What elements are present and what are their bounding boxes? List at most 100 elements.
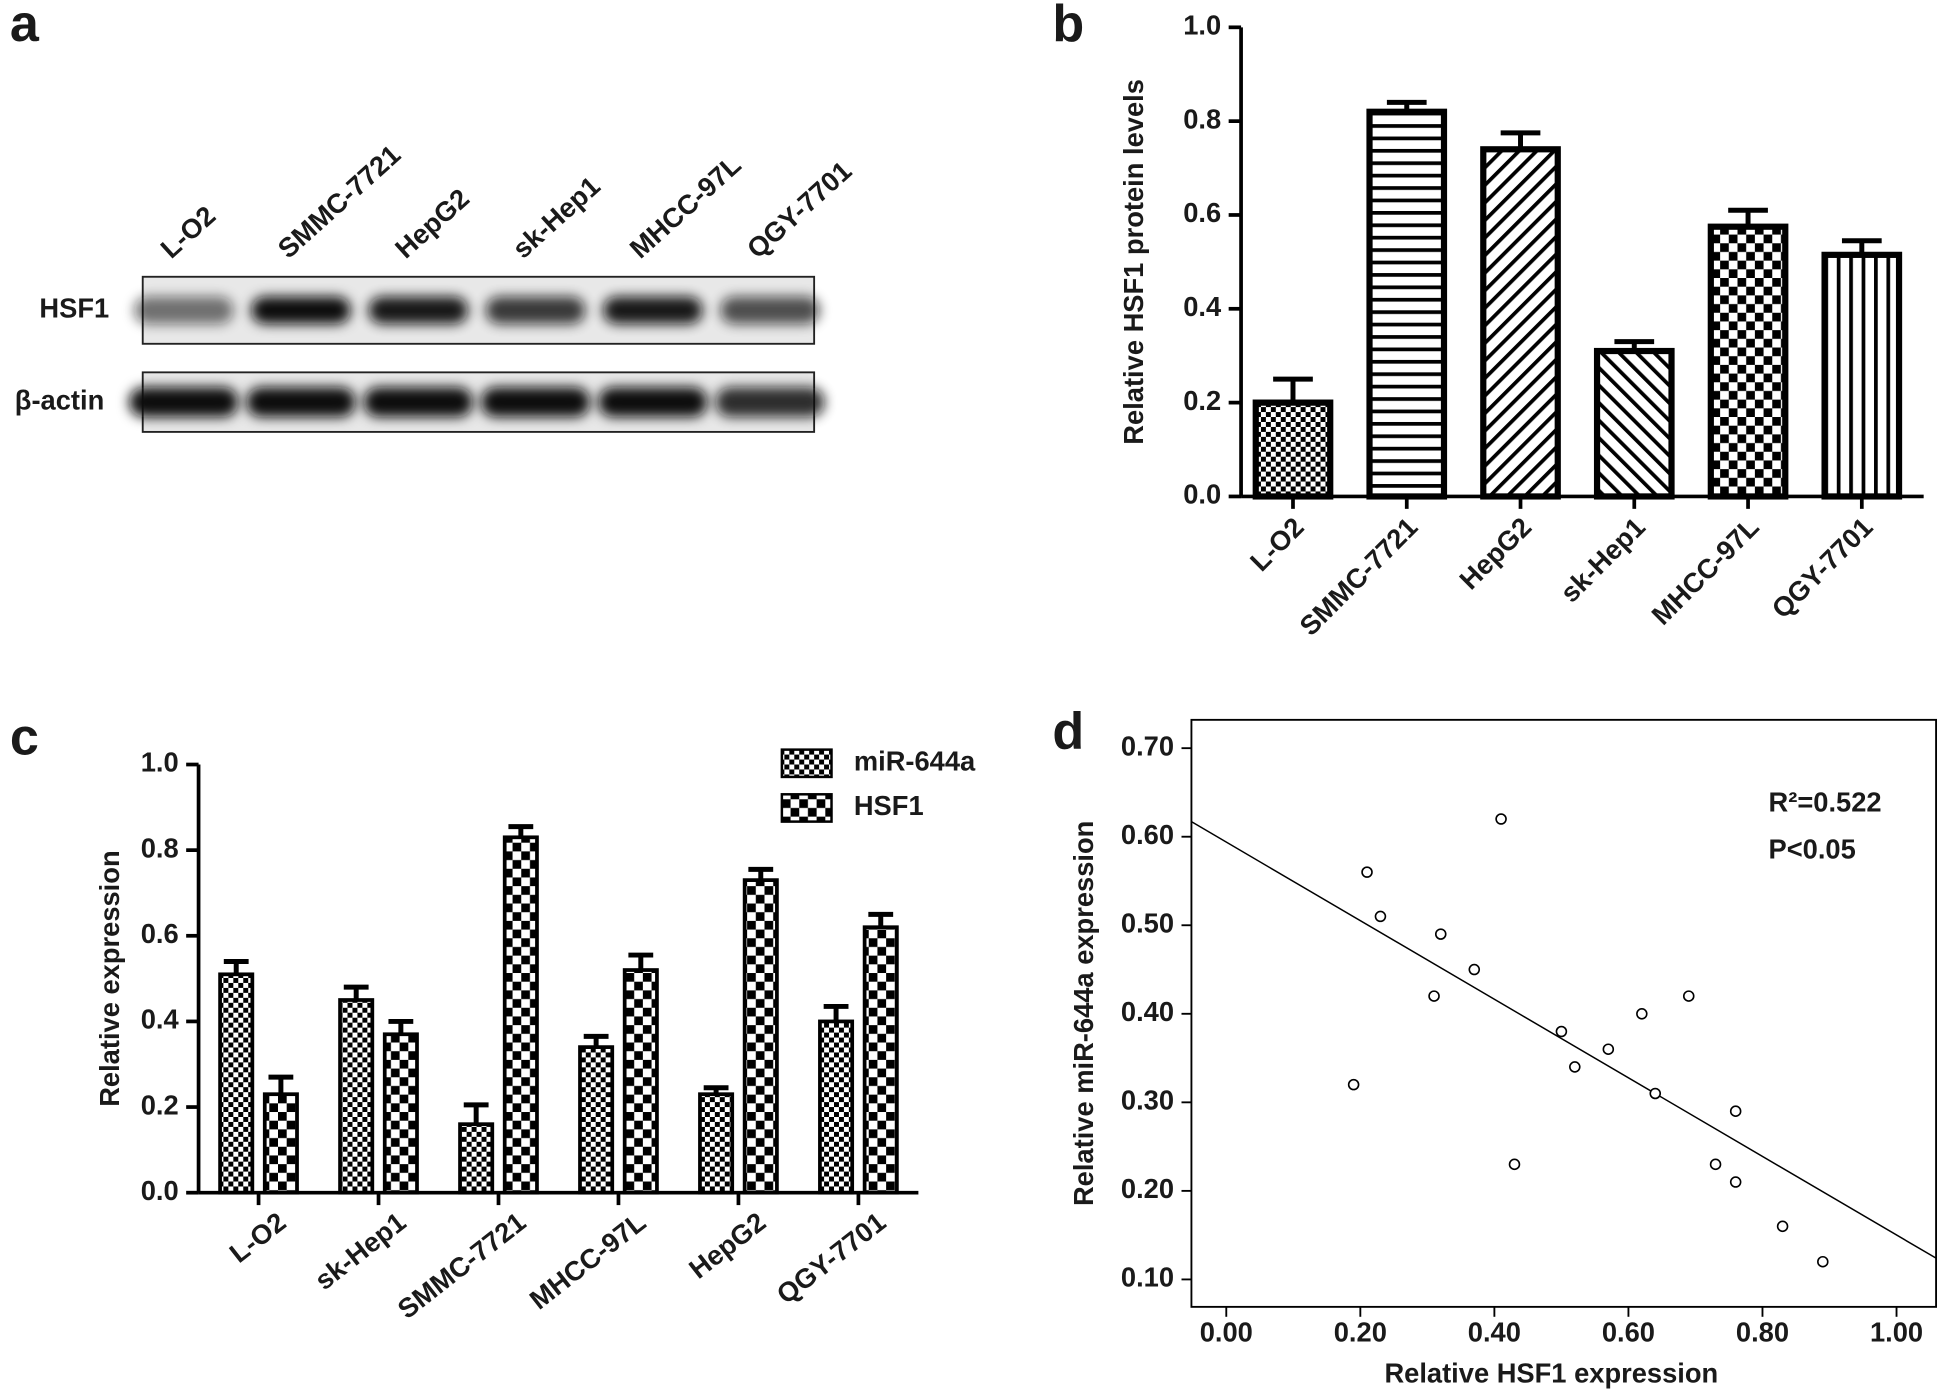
y-tick-label: 1.0 (1183, 10, 1221, 41)
annotation: R²=0.522 (1769, 786, 1882, 817)
point (1709, 1158, 1722, 1171)
panel-label: a (10, 0, 40, 53)
bar (1593, 347, 1675, 500)
point (1374, 910, 1387, 923)
x-tick-label: SMMC-7721 (392, 1206, 532, 1325)
x-tick-label: 0.20 (1334, 1316, 1387, 1347)
bar (502, 835, 539, 1195)
blot-bands (129, 296, 825, 418)
bar (262, 1092, 299, 1195)
y-tick-label: 0.6 (1183, 197, 1221, 228)
y-axis-label: Relative miR-644a expression (1068, 821, 1099, 1206)
point (1434, 928, 1447, 940)
bar (1480, 146, 1561, 500)
y-tick-label: 0.0 (1183, 479, 1221, 510)
error-bar (868, 911, 894, 928)
bar (1366, 108, 1448, 500)
x-tick-label: MHCC-97L (524, 1206, 652, 1315)
x-tick-label: 1.00 (1870, 1316, 1923, 1347)
band (129, 387, 239, 418)
band (603, 296, 703, 324)
y-tick-label: 0.70 (1121, 730, 1174, 761)
y-tick-label: 0.8 (141, 832, 179, 863)
y-tick-label: 0.2 (141, 1089, 179, 1120)
lane-label: L-O2 (154, 200, 221, 265)
point (1347, 1078, 1360, 1091)
band (485, 296, 586, 324)
error-bar (388, 1018, 414, 1035)
error-bar (463, 1102, 489, 1125)
error-bar (223, 958, 249, 975)
bar (1707, 223, 1789, 500)
legend-swatch (780, 748, 833, 779)
point (1495, 813, 1507, 825)
bar (1252, 399, 1334, 500)
point (1468, 963, 1481, 976)
bar (458, 1122, 495, 1195)
point (1649, 1087, 1662, 1100)
point (1602, 1043, 1615, 1055)
point (1729, 1105, 1742, 1117)
band (720, 296, 820, 324)
y-tick-label: 0.20 (1121, 1173, 1174, 1204)
lane-label: sk-Hep1 (506, 170, 606, 264)
bar (818, 1019, 855, 1195)
point (1361, 866, 1373, 878)
y-axis-label: Relative HSF1 protein levels (1118, 79, 1149, 445)
y-axis-label: Relative expression (94, 850, 125, 1106)
blot-row-label: β-actin (15, 384, 104, 415)
y-tick-label: 0.60 (1121, 819, 1174, 850)
band (715, 387, 825, 418)
bar (622, 968, 659, 1195)
x-tick-label: L-O2 (223, 1206, 291, 1269)
x-tick-label: QGY-7701 (1765, 511, 1878, 624)
point (1729, 1176, 1742, 1188)
x-tick-label: MHCC-97L (1645, 511, 1765, 631)
band (246, 387, 356, 418)
point (1508, 1158, 1521, 1171)
band (251, 296, 351, 324)
y-tick-label: 0.50 (1121, 907, 1174, 938)
bar (1821, 251, 1903, 500)
lane-label: MHCC-97L (624, 149, 747, 264)
point (1428, 990, 1440, 1002)
bar (382, 1032, 419, 1195)
fit-line (1191, 821, 1937, 1259)
x-tick-label: SMMC-7721 (1293, 511, 1423, 641)
band (598, 387, 708, 418)
bar (862, 925, 899, 1195)
y-tick-label: 0.0 (141, 1175, 179, 1206)
point (1555, 1025, 1568, 1038)
blot-row-label: HSF1 (39, 293, 109, 324)
y-tick-label: 0.2 (1183, 385, 1221, 416)
panel-label: c (10, 709, 39, 767)
annotation: P<0.05 (1769, 834, 1856, 865)
x-tick-label: HepG2 (1453, 511, 1537, 595)
error-bar (628, 952, 654, 971)
error-bar (823, 1003, 849, 1022)
lane-label: SMMC-7721 (272, 139, 407, 265)
x-tick-label: 0.60 (1602, 1316, 1655, 1347)
y-tick-label: 1.0 (141, 747, 179, 778)
band (134, 296, 234, 324)
x-tick-label: QGY-7701 (771, 1206, 892, 1310)
error-bar (343, 984, 369, 1001)
y-tick-label: 0.4 (1183, 291, 1222, 322)
band (363, 387, 473, 418)
x-tick-label: sk-Hep1 (309, 1206, 412, 1296)
band (368, 296, 468, 324)
legend-label: HSF1 (854, 790, 924, 821)
bar (742, 878, 779, 1195)
x-tick-label: 0.80 (1736, 1316, 1789, 1347)
x-tick-label: L-O2 (1244, 511, 1310, 577)
point (1682, 990, 1695, 1002)
point (1569, 1061, 1581, 1073)
lane-label: QGY-7701 (741, 155, 858, 264)
legend-label: miR-644a (854, 745, 976, 776)
x-tick-label: 0.40 (1468, 1316, 1521, 1347)
blot-frame (141, 371, 816, 433)
y-tick-label: 0.4 (141, 1004, 180, 1035)
error-bar (268, 1074, 294, 1095)
